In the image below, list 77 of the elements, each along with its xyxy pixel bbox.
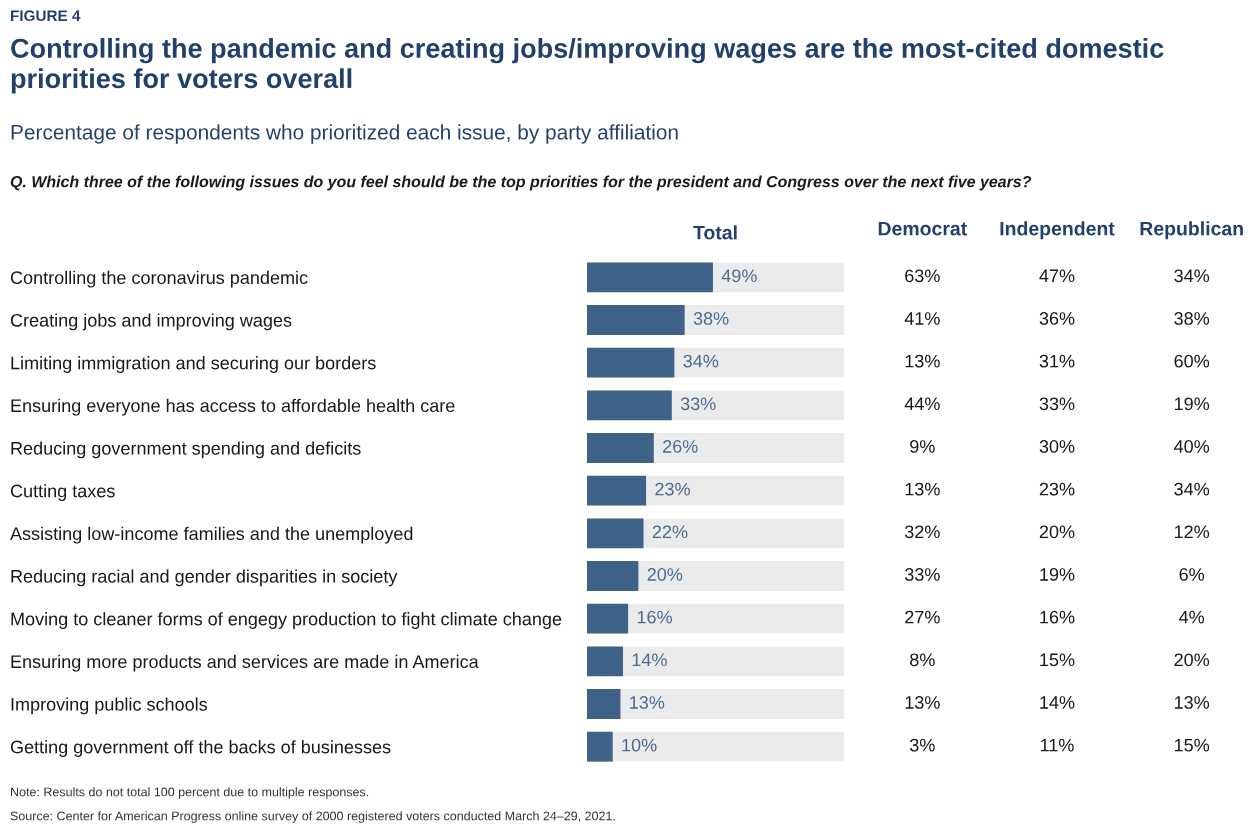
text: Q. Which three of the following issues do you feel should be the top priorities for the president and Congress over the next five years? (10, 175, 1032, 191)
data-label: 33% (904, 568, 940, 581)
data-label: 13% (905, 482, 940, 496)
data-label: 34% (1174, 482, 1210, 496)
chart-title: Controlling the pandemic and creating jobs/improving wages are the most-cited domestic priorities for voters overall (11, 38, 1164, 94)
source-note: Source: Center for American Progress online survey of 2000 registered voters conducted March 24–29, 2021. (10, 811, 615, 823)
data-label: 13% (630, 696, 665, 709)
y-tick-label: Reducing racial and gender disparities in society (11, 569, 398, 587)
data-label: 14% (1040, 696, 1075, 709)
y-tick-label: Improving public schools (11, 697, 208, 715)
text: Note: Results do not total 100 percent due to multiple responses. (11, 787, 369, 799)
data-label: 6% (1179, 568, 1205, 581)
data-label: 33% (680, 397, 716, 411)
x-tick-label: Democrat (878, 221, 967, 236)
data-label: 12% (1174, 525, 1210, 539)
data-label: 44% (904, 397, 940, 411)
data-label: 33% (1039, 397, 1075, 411)
data-label: 27% (905, 610, 940, 624)
data-label: 19% (1040, 568, 1075, 581)
data-label: 38% (693, 312, 729, 325)
data-label: 15% (1174, 738, 1210, 752)
data-label: 8% (910, 653, 935, 667)
data-label: 16% (1040, 610, 1075, 624)
data-label: 63% (905, 269, 940, 283)
y-tick-label: Ensuring everyone has access to affordable health care (11, 398, 455, 416)
data-label: 23% (655, 482, 690, 496)
bar (587, 561, 639, 591)
data-label: 47% (1039, 269, 1075, 283)
data-label: 16% (637, 610, 672, 624)
data-label: 38% (1174, 312, 1210, 325)
data-label: 13% (1174, 696, 1210, 709)
data-label: 26% (663, 440, 698, 453)
data-label: 20% (647, 568, 683, 581)
bar (587, 603, 629, 634)
data-label: 49% (721, 269, 757, 283)
data-label: 32% (904, 525, 940, 539)
data-label: 34% (1174, 269, 1210, 283)
y-tick-label: Moving to cleaner forms of engegy production to fight climate change (11, 612, 562, 629)
bar (587, 731, 613, 762)
y-tick-label: Getting government off the backs of businesses (10, 740, 391, 757)
data-label: 14% (632, 653, 667, 667)
data-label: 41% (904, 312, 940, 325)
data-label: 13% (905, 354, 940, 368)
y-tick-label: Controlling the coronavirus pandemic (10, 270, 308, 288)
y-tick-label: Assisting low-income families and the unemployed (10, 526, 413, 544)
x-tick-label: Independent (1000, 221, 1115, 240)
data-label: 10% (622, 738, 657, 752)
data-label: 19% (1174, 397, 1210, 411)
bar (587, 646, 623, 677)
text: Percentage of respondents who prioritized each issue, by party affiliation (11, 124, 678, 144)
data-label: 31% (1039, 354, 1075, 368)
x-tick-label: Republican (1140, 221, 1243, 240)
x-axis-title: Total (693, 225, 737, 240)
bar (587, 475, 647, 506)
data-label: 34% (683, 354, 719, 368)
data-label: 36% (1039, 312, 1075, 325)
caption: FIGURE 4 (11, 10, 81, 22)
data-label: 9% (910, 440, 935, 453)
data-label: 11% (1040, 738, 1074, 752)
data-label: 23% (1039, 482, 1075, 496)
data-label: 15% (1040, 653, 1075, 667)
data-label: 30% (1039, 440, 1075, 453)
data-label: 22% (652, 525, 688, 539)
bar (587, 518, 644, 549)
y-tick-label: Ensuring more products and services are made in America (11, 654, 479, 672)
data-label: 20% (1174, 653, 1210, 667)
y-tick-label: Creating jobs and improving wages (10, 313, 292, 331)
data-label: 20% (1039, 525, 1075, 539)
data-label: 3% (909, 738, 935, 752)
bar (587, 689, 621, 719)
data-label: 13% (905, 696, 940, 709)
y-tick-label: Limiting immigration and securing our borders (11, 356, 376, 373)
y-tick-label: Cutting taxes (10, 484, 115, 501)
data-label: 40% (1174, 440, 1210, 453)
y-tick-label: Reducing government spending and deficits (11, 441, 361, 459)
data-label: 4% (1179, 610, 1205, 624)
data-label: 60% (1174, 354, 1210, 368)
